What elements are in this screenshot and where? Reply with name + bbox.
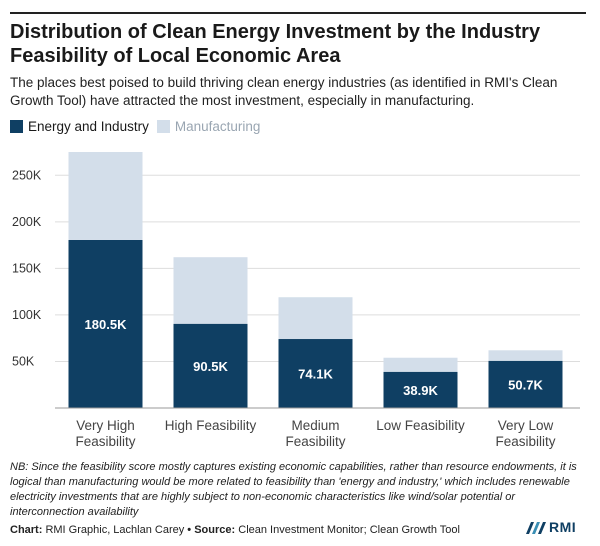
x-tick-label: Feasibility	[75, 434, 135, 449]
source-label: Source:	[194, 524, 236, 536]
bar-energy	[173, 323, 248, 408]
x-tick-label: Low Feasibility	[376, 418, 465, 433]
legend-item-manufacturing: Manufacturing	[156, 119, 261, 134]
legend-swatch-energy	[10, 120, 23, 133]
credit-bullet: •	[187, 524, 192, 536]
data-label: 50.7K	[508, 377, 543, 392]
chart-credit-label: Chart:	[10, 524, 43, 536]
legend-item-energy: Energy and Industry	[10, 119, 149, 134]
chart-title: Distribution of Clean Energy Investment …	[10, 21, 541, 67]
x-tick-label: Very High	[76, 418, 135, 433]
chart-credit-value: RMI Graphic, Lachlan Carey	[45, 524, 185, 536]
bar-energy	[488, 360, 563, 408]
data-label: 74.1K	[298, 367, 333, 382]
bar-energy	[383, 371, 458, 408]
rmi-logo: RMI	[526, 519, 576, 535]
footnote: NB: Since the feasibility score mostly c…	[10, 461, 577, 518]
bar-manufacturing	[68, 152, 143, 240]
chart-subtitle: The places best poised to build thriving…	[10, 75, 558, 108]
source-value: Clean Investment Monitor; Clean Growth T…	[238, 524, 460, 536]
credits: Chart: RMI Graphic, Lachlan Carey • Sour…	[10, 524, 460, 536]
y-tick-label: 250K	[12, 168, 42, 182]
bar-energy	[68, 239, 143, 408]
y-tick-label: 50K	[12, 354, 35, 368]
top-rule	[10, 12, 586, 14]
x-tick-label: Very Low	[498, 418, 554, 433]
legend-swatch-manufacturing	[156, 120, 170, 133]
data-label: 180.5K	[85, 317, 128, 332]
x-tick-label: Medium	[291, 418, 339, 433]
rmi-logo-text: RMI	[549, 519, 577, 535]
bar-manufacturing	[383, 357, 458, 372]
x-tick-label: High Feasibility	[165, 418, 257, 433]
y-tick-label: 100K	[12, 308, 42, 322]
y-tick-label: 150K	[12, 261, 42, 275]
y-tick-label: 200K	[12, 215, 42, 229]
data-label: 90.5K	[193, 359, 228, 374]
rmi-logo-mark-icon	[526, 522, 546, 534]
x-tick-label: Feasibility	[495, 434, 555, 449]
bar-manufacturing	[488, 350, 563, 361]
x-tick-label: Feasibility	[285, 434, 345, 449]
bar-energy	[278, 339, 353, 408]
bar-manufacturing	[173, 257, 248, 324]
data-label: 38.9K	[403, 383, 438, 398]
legend: Energy and Industry Manufacturing	[10, 119, 268, 134]
legend-label-manufacturing: Manufacturing	[174, 119, 261, 134]
bar-manufacturing	[278, 297, 353, 340]
legend-label-energy: Energy and Industry	[28, 119, 149, 134]
